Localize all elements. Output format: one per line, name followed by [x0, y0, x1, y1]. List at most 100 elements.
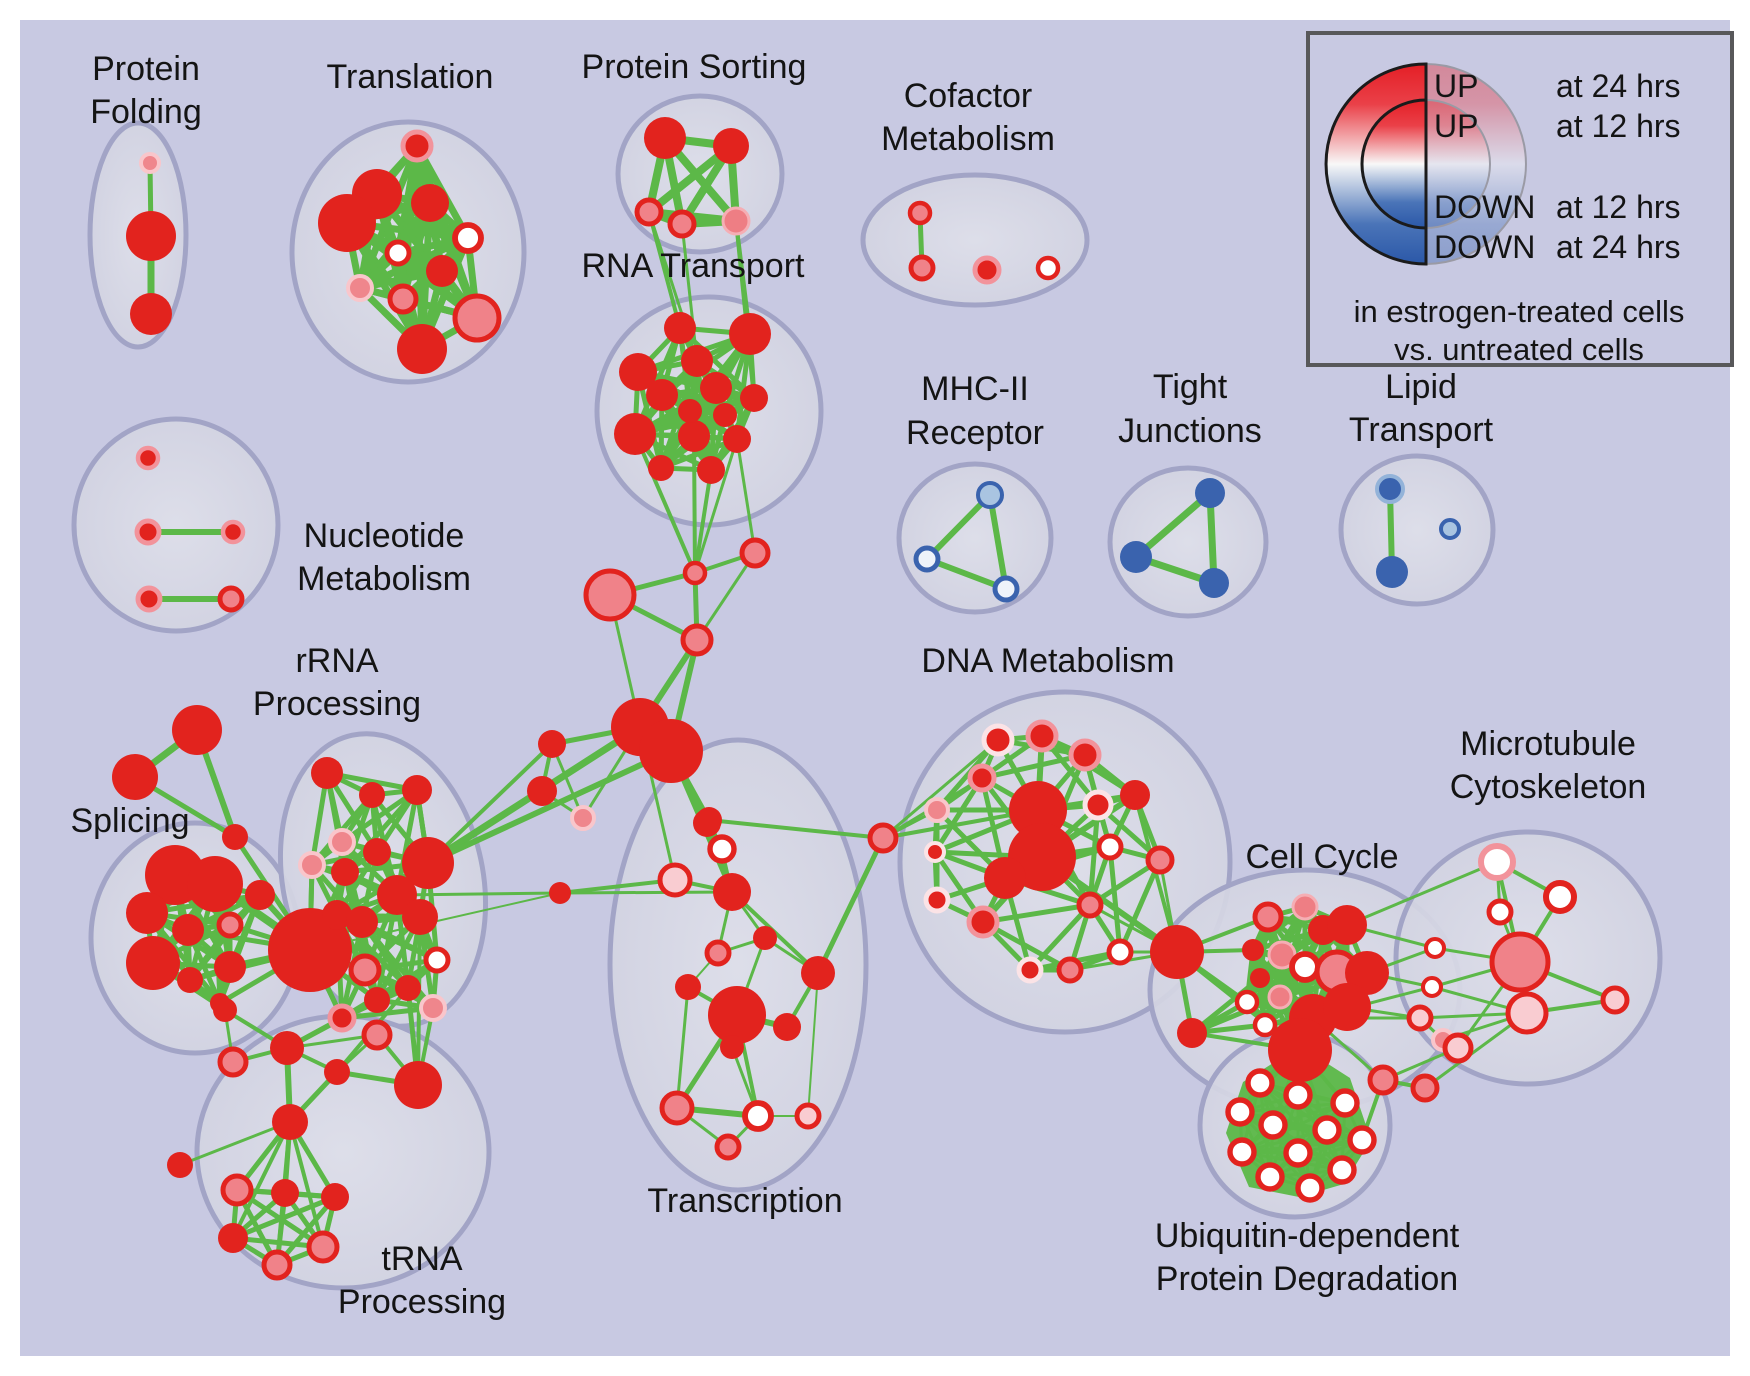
cluster-label-microtubule-cytoskeleton: Microtubule: [1460, 725, 1636, 763]
gene-node: [1283, 1138, 1313, 1168]
interaction-edge: [980, 902, 1093, 925]
gene-node: [923, 886, 951, 914]
gene-node: [644, 117, 686, 159]
gene-node: [992, 575, 1020, 603]
gene-node: [217, 1046, 249, 1078]
gene-node: [126, 936, 180, 990]
gene-node: [713, 128, 749, 164]
gene-node: [1245, 1068, 1275, 1098]
gene-node: [318, 194, 376, 252]
gene-node: [984, 857, 1026, 899]
gene-node: [1347, 1125, 1377, 1155]
gene-node: [664, 312, 696, 344]
cluster-label-microtubule-cytoskeleton: Cytoskeleton: [1450, 768, 1647, 806]
gene-node: [1423, 936, 1447, 960]
interaction-edge: [692, 434, 697, 575]
gene-node: [583, 568, 637, 622]
gene-node: [177, 967, 203, 993]
interaction-edge: [980, 919, 1073, 973]
gene-node: [1258, 1110, 1288, 1140]
cluster-label-cell-cycle: Cell Cycle: [1245, 838, 1398, 876]
gene-node: [172, 914, 204, 946]
gene-node: [742, 1100, 774, 1132]
gene-node: [549, 882, 571, 904]
gene-node: [187, 856, 243, 912]
cluster-label-tight-junctions: Tight: [1153, 368, 1228, 406]
gene-node: [739, 537, 771, 569]
gene-node: [646, 379, 678, 411]
cluster-label-cofactor-metabolism: Cofactor: [904, 77, 1033, 115]
gene-node: [272, 1104, 308, 1140]
gene-node: [639, 719, 703, 783]
gene-node: [1267, 984, 1293, 1010]
gene-node: [675, 974, 701, 1000]
gene-node: [1478, 843, 1516, 881]
interaction-edge: [633, 432, 697, 575]
gene-node: [395, 975, 421, 1001]
gene-node: [1250, 968, 1270, 988]
cluster-label-lipid-transport: Transport: [1349, 411, 1494, 449]
gene-node: [1234, 989, 1260, 1015]
gene-node: [1410, 1073, 1440, 1103]
cluster-label-lipid-transport: Lipid: [1385, 368, 1457, 406]
gene-node: [135, 585, 163, 613]
gene-node: [261, 1249, 293, 1281]
interaction-edge: [924, 492, 993, 562]
interaction-edge: [1107, 844, 1123, 955]
gene-node: [648, 455, 674, 481]
gene-node: [1025, 719, 1059, 753]
gene-node: [913, 545, 941, 573]
gene-node: [721, 206, 751, 236]
legend-caption: vs. untreated cells: [1394, 332, 1644, 367]
gene-node: [1199, 568, 1229, 598]
interaction-edge: [707, 818, 885, 840]
gene-node: [867, 822, 899, 854]
gene-node: [634, 197, 664, 227]
cluster-ellipse-nucleotide-metabolism: [71, 416, 281, 634]
gene-node: [346, 906, 378, 938]
gene-node: [678, 399, 702, 423]
gene-node: [135, 445, 161, 471]
interaction-edge: [231, 1120, 292, 1240]
gene-node: [1268, 1018, 1332, 1082]
cluster-ellipse-mhc2-receptor: [896, 461, 1054, 615]
legend-time-label: at 12 hrs: [1556, 189, 1681, 225]
interaction-edge: [695, 551, 757, 642]
gene-node: [402, 899, 438, 935]
cluster-label-trna-processing: tRNA: [381, 1240, 463, 1278]
interaction-edge: [558, 890, 734, 895]
gene-node: [1076, 891, 1104, 919]
gene-node: [1289, 951, 1321, 983]
gene-node: [614, 413, 656, 455]
gene-node: [214, 951, 246, 983]
gene-node: [324, 1059, 350, 1085]
interaction-edge: [1132, 489, 1214, 561]
gene-node: [1195, 478, 1225, 508]
gene-node: [729, 313, 771, 355]
gene-node: [659, 1090, 695, 1126]
gene-node: [924, 797, 950, 823]
interaction-edge: [693, 437, 739, 575]
gene-node: [908, 254, 936, 282]
cluster-label-ubiquitin-degradation: Protein Degradation: [1156, 1260, 1458, 1298]
gene-node: [619, 353, 657, 391]
gene-node: [1330, 1088, 1360, 1118]
gene-node: [907, 200, 933, 226]
gene-node: [268, 908, 352, 992]
gene-node: [1252, 1012, 1278, 1038]
gene-node: [245, 880, 275, 910]
gene-node: [1291, 893, 1319, 921]
cluster-label-rrna-processing: rRNA: [295, 642, 378, 680]
cluster-label-cofactor-metabolism: Metabolism: [881, 120, 1055, 158]
legend-direction-label: DOWN: [1434, 229, 1535, 265]
gene-node: [218, 1223, 248, 1253]
gene-node: [452, 222, 484, 254]
interaction-edge: [1345, 860, 1499, 927]
gene-node: [794, 1102, 822, 1130]
gene-node: [1009, 781, 1067, 839]
gene-node: [1096, 833, 1124, 861]
legend-direction-label: UP: [1434, 68, 1478, 104]
interaction-edge: [924, 556, 1009, 592]
cluster-label-mhc2-receptor: MHC-II: [921, 370, 1029, 408]
